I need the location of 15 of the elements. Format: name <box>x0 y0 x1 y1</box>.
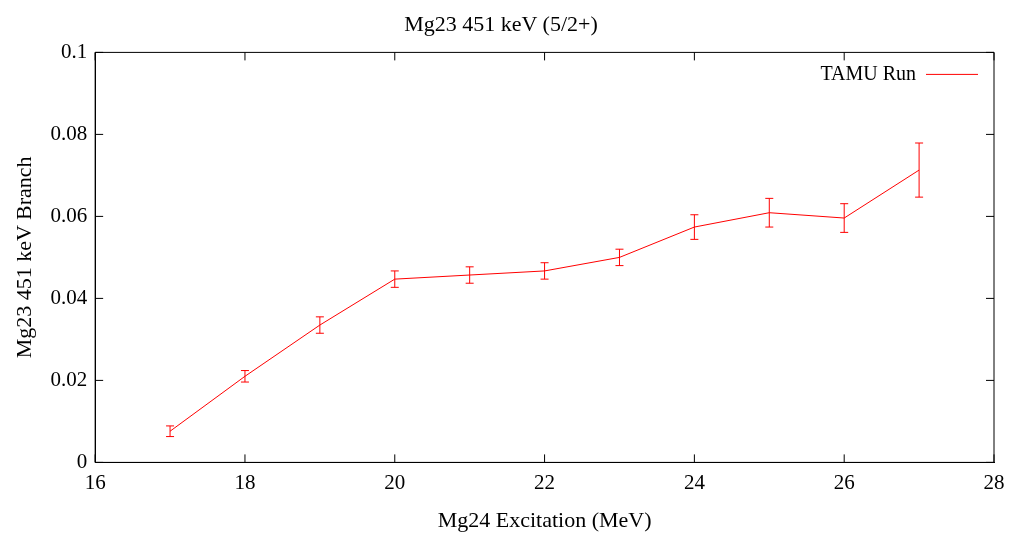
x-tick-label: 20 <box>384 469 406 494</box>
y-tick-label: 0.1 <box>60 38 88 63</box>
legend-label: TAMU Run <box>820 61 916 84</box>
y-tick-label: 0.06 <box>50 202 88 227</box>
x-tick-label: 26 <box>833 469 855 494</box>
y-axis-title: Mg23 451 keV Branch <box>10 156 36 359</box>
x-tick-label: 24 <box>683 469 706 494</box>
y-tick-label: 0.04 <box>50 284 88 309</box>
x-tick-label: 22 <box>534 469 556 494</box>
x-axis-title: Mg24 Excitation (MeV) <box>437 506 652 532</box>
x-tick-label: 28 <box>983 469 1005 494</box>
chart-title: Mg23 451 keV (5/2+) <box>404 10 598 36</box>
x-tick-label: 18 <box>234 469 256 494</box>
y-tick-label: 0.08 <box>50 120 88 145</box>
y-tick-label: 0.02 <box>50 366 88 391</box>
